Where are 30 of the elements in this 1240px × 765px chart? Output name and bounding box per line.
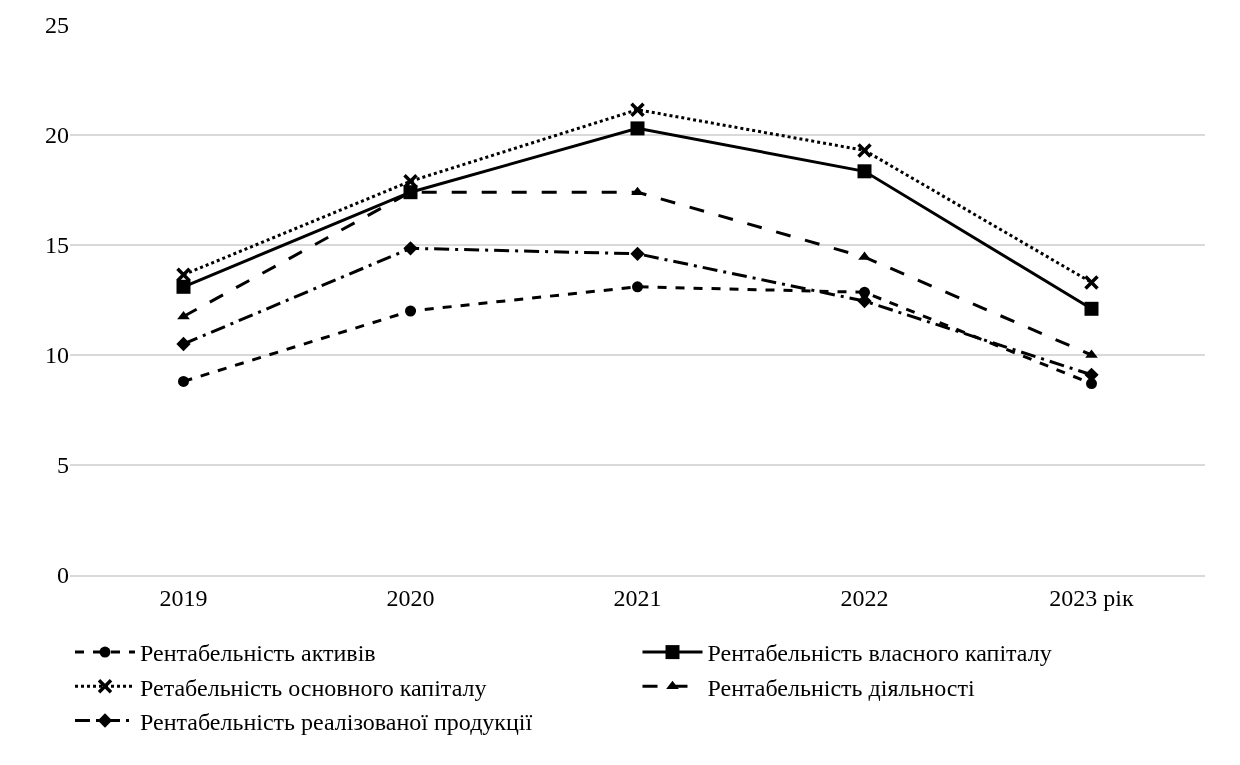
point (1083, 274, 1100, 291)
y-tick-label: 15 (45, 232, 69, 259)
y-tick-label: 20 (45, 122, 69, 149)
legend-label: Рентабельність реалізованої продукції (140, 708, 533, 735)
y-tick-label: 5 (57, 452, 69, 479)
point (178, 375, 189, 387)
y-tick-label: 25 (45, 12, 69, 39)
point (403, 241, 418, 256)
y-tick-label: 0 (57, 562, 69, 589)
point (176, 336, 191, 352)
point (176, 279, 191, 294)
y-tick-label: 10 (45, 342, 69, 369)
legend-label: Рентабельність активів (140, 640, 376, 667)
x-tick-label: 2019 (159, 584, 208, 611)
point (856, 142, 873, 159)
point (630, 121, 645, 136)
legend-label: Ретабельність основного капіталу (140, 674, 487, 701)
x-tick-label: 2022 (840, 584, 889, 611)
legend-label: Рентабельність діяльності (707, 674, 975, 701)
point (1084, 301, 1099, 316)
point (405, 305, 416, 317)
point (402, 173, 419, 189)
x-tick-label: 2020 (386, 584, 435, 611)
x-tick-label: 2023 рік (1049, 584, 1134, 611)
x-tick-label: 2021 (613, 584, 662, 611)
point (629, 101, 646, 118)
point (632, 281, 643, 293)
legend-label: Рентабельність власного капіталу (707, 640, 1052, 667)
point (857, 164, 872, 179)
point (630, 246, 645, 261)
